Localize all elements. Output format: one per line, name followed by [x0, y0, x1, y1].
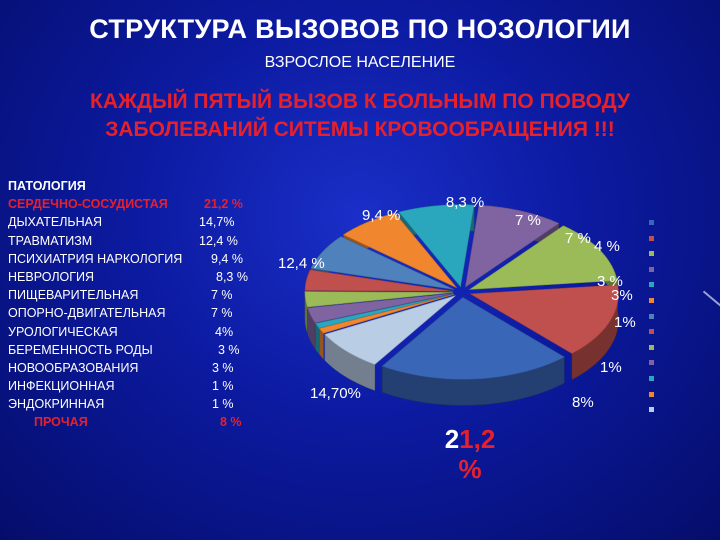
list-item-value: 7 % [211, 288, 233, 303]
pie-slice-label: 8% [572, 394, 594, 411]
list-item-name: БЕРЕМЕННОСТЬ РОДЫ [8, 342, 153, 357]
pie-slice [381, 297, 565, 380]
list-item-value: 14,7% [199, 215, 235, 230]
legend-marker [649, 266, 654, 272]
list-item-value: 12,4 % [199, 233, 238, 248]
legend-marker [649, 360, 654, 366]
legend-markers [649, 220, 654, 423]
list-item-value: 3 % [212, 360, 234, 375]
pie-slice-label: 1% [614, 314, 636, 331]
pie-slice [314, 293, 454, 329]
list-item-value: 8,3 % [216, 269, 248, 284]
pie-slice-label: 4 % [594, 238, 620, 255]
list-item-value: 7 % [211, 306, 233, 321]
pie-slice [318, 294, 454, 334]
pathology-list: ПАТОЛОГИЯ СЕРДЕЧНО-СОСУДИСТАЯ 21,2 % ДЫХА… [8, 177, 278, 432]
list-item-value: 8 % [220, 415, 242, 430]
pie-slice [464, 204, 560, 288]
list-item: ПРОЧАЯ 8 % [8, 413, 278, 431]
list-item-name: ПРОЧАЯ [34, 415, 88, 430]
list-item: НОВООБРАЗОВАНИЯ 3 % [8, 359, 278, 377]
list-item-value: 3 % [218, 342, 240, 357]
list-item-name: ОПОРНО-ДВИГАТЕЛЬНАЯ [8, 306, 166, 321]
pie-slice [304, 291, 454, 308]
page-subtitle: ВЗРОСЛОЕ НАСЕЛЕНИЕ [264, 54, 456, 71]
list-item-name: ПИЩЕВАРИТЕЛЬНАЯ [8, 288, 139, 303]
pie-slice-side [315, 322, 320, 355]
pie-slice-label: 8,3 % [446, 194, 484, 211]
list-item: ИНФЕКЦИОННАЯ 1 % [8, 377, 278, 395]
list-item-value: 9,4 % [211, 251, 243, 266]
pie-slice-label: 9,4 % [362, 207, 400, 224]
list-item-name: УРОЛОГИЧЕСКАЯ [8, 324, 118, 339]
pie-slice-label: 1% [600, 359, 622, 376]
legend-marker [649, 282, 654, 288]
pie-top-layer [304, 204, 619, 380]
pie-slice [304, 269, 454, 292]
pie-slice-side [319, 328, 324, 360]
list-item: ОПОРНО-ДВИГАТЕЛЬНАЯ 7 % [8, 304, 278, 322]
list-item-name: НЕВРОЛОГИЯ [8, 269, 95, 284]
pie-slice-label: 7 % [515, 212, 541, 229]
pie-slice-label: 14,70% [310, 385, 361, 402]
legend-marker [649, 313, 654, 319]
legend-marker [649, 375, 654, 381]
list-item: УРОЛОГИЧЕСКАЯ 4% [8, 323, 278, 341]
list-item-name: ИНФЕКЦИОННАЯ [8, 379, 115, 394]
page-title: СТРУКТУРА ВЫЗОВОВ ПО НОЗОЛОГИИ [89, 14, 631, 44]
legend-marker [649, 407, 654, 413]
list-item-value: 1 % [212, 397, 234, 412]
legend-marker [649, 297, 654, 303]
list-item-value: 21,2 % [204, 197, 243, 212]
headline-line-2: ЗАБОЛЕВАНИЙ СИТЕМЫ КРОВООБРАЩЕНИЯ !!! [105, 118, 615, 141]
list-item-name: ТРАВМАТИЗМ [8, 233, 93, 248]
list-item-name: ДЫХАТЕЛЬНАЯ [8, 215, 103, 230]
list-item-name: ПСИХИАТРИЯ НАРКОЛОГИЯ [8, 251, 183, 266]
legend-marker [649, 251, 654, 257]
pathology-list-header: ПАТОЛОГИЯ [8, 179, 86, 193]
legend-marker [649, 391, 654, 397]
list-item-name: СЕРДЕЧНО-СОСУДИСТАЯ [8, 197, 168, 212]
list-item: СЕРДЕЧНО-СОСУДИСТАЯ 21,2 % [8, 195, 278, 213]
pie-labels-layer: 14,70%12,4 %9,4 %8,3 %7 %7 % 4 %3 %3%1%1%… [278, 194, 636, 411]
pie-slice-label: 3% [611, 287, 633, 304]
pie-slice-label: 7 % [565, 230, 591, 247]
pie-slice [398, 204, 475, 288]
pie-slice [307, 293, 454, 324]
list-item: ПСИХИАТРИЯ НАРКОЛОГИЯ 9,4 % [8, 250, 278, 268]
pie-slice-label: 3 % [597, 273, 623, 290]
headline: КАЖДЫЙ ПЯТЫЙ ВЫЗОВ К БОЛЬНЫМ ПО ПОВОДУ З… [20, 88, 700, 144]
pie-slice [342, 212, 457, 288]
list-item: ЭНДОКРИННАЯ 1 % [8, 395, 278, 413]
list-item-name: ЭНДОКРИННАЯ [8, 397, 105, 412]
pie-slice [324, 295, 456, 365]
pie-slice-label: 12,4 % [278, 255, 325, 272]
legend-marker [649, 329, 654, 335]
list-item-value: 1 % [212, 379, 234, 394]
list-item: БЕРЕМЕННОСТЬ РОДЫ 3 % [8, 341, 278, 359]
list-item: НЕВРОЛОГИЯ 8,3 % [8, 268, 278, 286]
pie-slice [469, 284, 619, 354]
legend-marker [649, 235, 654, 241]
legend-marker [649, 220, 654, 225]
legend-marker [649, 344, 654, 350]
pie-slice [310, 236, 455, 290]
slice-label-main: 21,2% [444, 424, 496, 484]
list-item: ПИЩЕВАРИТЕЛЬНАЯ 7 % [8, 286, 278, 304]
list-item: ДЫХАТЕЛЬНАЯ 14,7% [8, 213, 278, 231]
pie-slice [468, 225, 618, 290]
headline-line-1: КАЖДЫЙ ПЯТЫЙ ВЫЗОВ К БОЛЬНЫМ ПО ПОВОДУ [90, 90, 630, 113]
list-item-name: НОВООБРАЗОВАНИЯ [8, 360, 139, 375]
list-item-value: 4% [215, 324, 234, 339]
list-item: ТРАВМАТИЗМ 12,4 % [8, 232, 278, 250]
